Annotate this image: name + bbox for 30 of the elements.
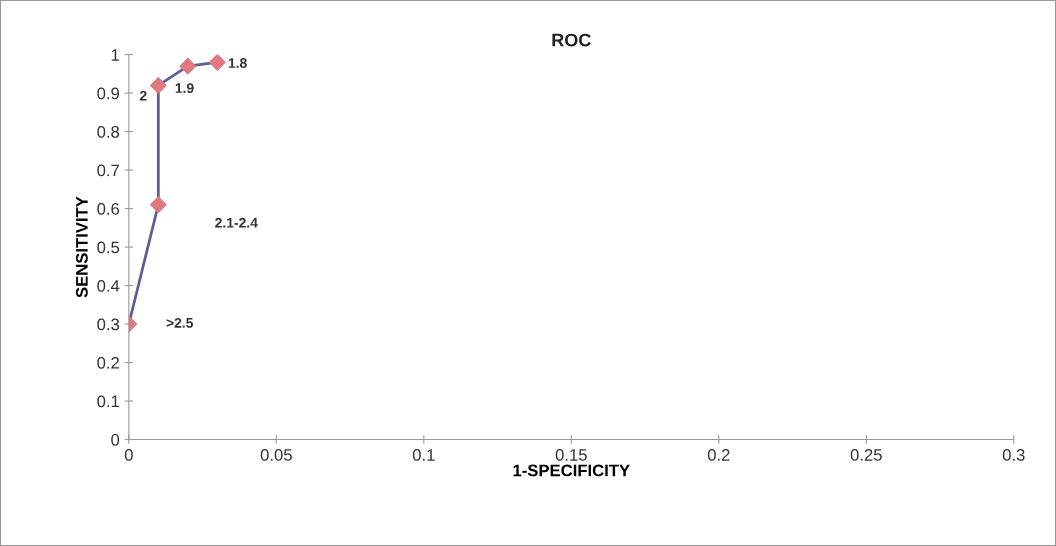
y-axis-title: SENSITIVITY: [75, 196, 88, 298]
annotation: 2: [139, 90, 147, 101]
chart-title: ROC: [552, 33, 591, 47]
y-tick-label: 0.9: [97, 87, 120, 100]
y-tick-label: 0.5: [97, 241, 120, 254]
point: [209, 54, 226, 71]
y-tick-label: 0.4: [97, 279, 120, 292]
x-tick-label: 0.2: [707, 449, 730, 461]
annotation: >2.5: [166, 317, 194, 328]
point: [179, 57, 197, 75]
x-tick-label: 0: [124, 449, 133, 461]
point: [150, 77, 167, 94]
x-tick-label: 0.1: [412, 449, 435, 461]
y-tick-label: 1: [111, 49, 119, 61]
x-axis-title: 1-SPECIFICITY: [513, 464, 630, 477]
y-tick-label: 0.2: [97, 356, 119, 369]
y-tick-label: 0.8: [97, 125, 120, 138]
x-tick-label: 0.3: [1002, 449, 1025, 461]
annotation: 2.1-2.4: [215, 217, 258, 228]
y-tick-label: 0.6: [97, 202, 120, 215]
x-tick-label: 0.05: [260, 449, 292, 461]
annotation: 1.8: [228, 58, 247, 68]
y-tick-label: 0.1: [97, 395, 119, 408]
y-tick-label: 0: [111, 433, 120, 446]
x-tick-label: 0.25: [850, 449, 882, 461]
point: [150, 196, 167, 214]
x-tick-label: 0.15: [555, 449, 587, 461]
annotation: 1.9: [175, 83, 194, 93]
y-tick-label: 0.3: [97, 318, 120, 331]
y-tick-label: 0.7: [97, 164, 119, 177]
